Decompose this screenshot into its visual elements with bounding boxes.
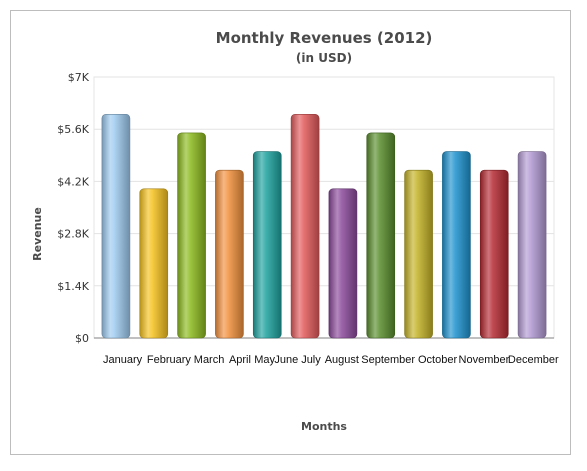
bar-june[interactable]: [290, 113, 320, 339]
bar-may[interactable]: [252, 151, 282, 339]
bar-october[interactable]: [442, 151, 471, 339]
x-axis-title: Months: [301, 420, 347, 433]
y-tick-label: $1.4K: [57, 280, 89, 293]
bars: [101, 113, 547, 339]
x-axis-categories: January February March April May June July Augu…: [103, 354, 559, 366]
plot-area: [93, 76, 555, 339]
bar-november[interactable]: [479, 169, 509, 339]
x-tick-label: March: [194, 354, 225, 366]
chart-title: Monthly Revenues (2012): [216, 29, 433, 47]
x-tick-label: October: [418, 354, 457, 366]
x-tick-label: August: [325, 354, 359, 366]
y-axis-title: Revenue: [31, 207, 44, 261]
bar-july[interactable]: [328, 188, 358, 339]
y-tick-label: $2.8K: [57, 228, 89, 241]
bar-february[interactable]: [139, 188, 169, 339]
bar-september[interactable]: [404, 169, 433, 339]
y-axis-ticks: $0 $1.4K $2.8K $4.2K $5.6K $7K: [57, 71, 89, 345]
x-tick-label: July: [301, 354, 321, 366]
bar-december[interactable]: [517, 151, 547, 339]
chart-subtitle: (in USD): [296, 51, 352, 65]
x-tick-label: June: [274, 354, 298, 366]
x-tick-label: November: [459, 354, 510, 366]
y-tick-label: $4.2K: [57, 175, 89, 188]
y-tick-label: $0: [75, 332, 89, 345]
x-tick-label: September: [361, 354, 415, 366]
bar-august[interactable]: [366, 132, 396, 339]
bar-january[interactable]: [101, 113, 131, 339]
x-tick-label: February: [147, 354, 192, 366]
bar-march[interactable]: [177, 132, 206, 339]
x-tick-label: April: [229, 354, 251, 366]
x-tick-label: January: [103, 354, 143, 366]
gridlines: [94, 76, 554, 339]
y-tick-label: $7K: [68, 71, 90, 84]
x-tick-label: December: [508, 354, 559, 366]
bar-april[interactable]: [215, 169, 244, 339]
x-tick-label: May: [254, 354, 275, 366]
y-tick-label: $5.6K: [57, 123, 89, 136]
